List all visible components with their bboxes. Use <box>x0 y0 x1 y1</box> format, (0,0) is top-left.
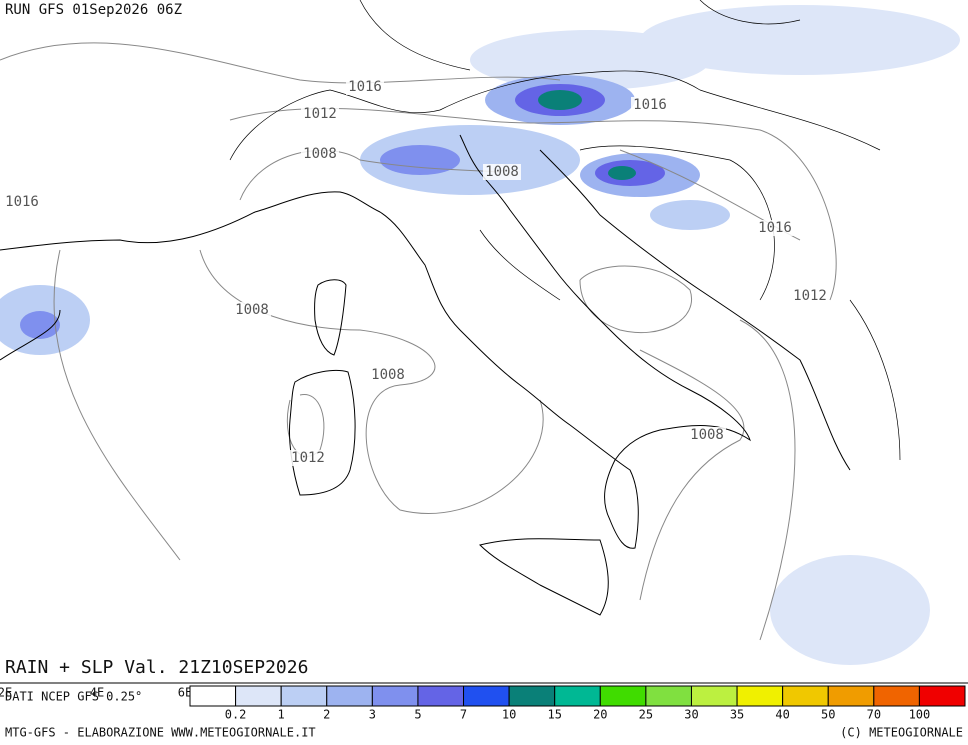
legend-label: 50 <box>821 708 835 722</box>
axis-labels: 2E 4E 6E <box>0 686 192 700</box>
isobar-label: 1008 <box>235 302 269 318</box>
legend-swatch <box>873 685 920 707</box>
isobar-label-bg <box>289 450 327 466</box>
axis-label: 6E <box>178 686 192 700</box>
legend-swatch <box>645 685 692 707</box>
legend-swatch <box>918 685 966 707</box>
legend-swatch <box>280 685 328 707</box>
legend-label: 25 <box>639 708 653 722</box>
isobar-labels: 1016 1012 1008 1016 1008 1016 1016 1012 1008 1008… <box>3 79 829 466</box>
isobar-label: 1012 <box>793 288 827 304</box>
legend-label: 20 <box>593 708 607 722</box>
legend: 0.2 1 2 3 5 7 10 15 20 25 30 35 40 50 70 100 <box>189 685 966 722</box>
legend-label: 5 <box>414 708 421 722</box>
axis-label: 2E <box>0 686 12 700</box>
isobar-label: 1012 <box>303 106 337 122</box>
isobar-label-bg <box>233 302 271 318</box>
legend-swatch <box>235 685 282 707</box>
isobar-label: 1016 <box>5 194 39 210</box>
isobar-label: 1016 <box>348 79 382 95</box>
legend-label: 0.2 <box>225 708 247 722</box>
axis-label: 4E <box>90 686 104 700</box>
legend-swatch <box>599 685 647 707</box>
legend-label: 1 <box>278 708 285 722</box>
legend-swatch <box>827 685 875 707</box>
legend-swatch <box>463 685 510 707</box>
isobar-label: 1008 <box>690 427 724 443</box>
legend-label: 100 <box>909 708 931 722</box>
legend-label: 2 <box>323 708 330 722</box>
legend-swatch <box>371 685 419 707</box>
run-label: RUN GFS 01Sep2026 06Z <box>5 2 182 18</box>
isobar-label: 1008 <box>371 367 405 383</box>
isobar-label-bg <box>346 79 384 95</box>
legend-label: 30 <box>684 708 698 722</box>
isobar-label-bg <box>301 146 339 162</box>
footer-right: (C) METEOGIORNALE <box>840 726 963 740</box>
legend-label: 7 <box>460 708 467 722</box>
rain-field <box>0 5 960 665</box>
legend-swatch <box>508 685 556 707</box>
isobar-label-bg <box>3 194 41 210</box>
legend-swatch <box>417 685 465 707</box>
isobar-label: 1016 <box>633 97 667 113</box>
coastlines <box>0 0 901 616</box>
legend-swatch <box>326 685 373 707</box>
legend-label: 70 <box>867 708 881 722</box>
legend-label: 15 <box>547 708 561 722</box>
legend-swatch <box>782 685 829 707</box>
legend-label: 35 <box>730 708 744 722</box>
isobars <box>0 42 837 641</box>
legend-label: 10 <box>502 708 516 722</box>
isobar-label-bg <box>369 367 407 383</box>
isobar-label-bg <box>688 427 726 443</box>
isobar-label-bg <box>483 164 521 180</box>
isobar-label: 1008 <box>303 146 337 162</box>
legend-swatch <box>554 685 601 707</box>
isobar-label-bg <box>791 288 829 304</box>
footer-left: MTG-GFS - ELABORAZIONE WWW.METEOGIORNALE… <box>5 726 316 740</box>
legend-label: 3 <box>369 708 376 722</box>
isobar-label-bg <box>301 106 339 122</box>
legend-swatch <box>690 685 738 707</box>
isobar-label: 1012 <box>291 450 325 466</box>
isobar-label: 1008 <box>485 164 519 180</box>
isobar-label-bg <box>631 97 669 113</box>
legend-swatch <box>736 685 784 707</box>
source-label: DATI NCEP GFS 0.25° <box>5 690 142 704</box>
isobar-label: 1016 <box>758 220 792 236</box>
map-title: RAIN + SLP Val. 21Z10SEP2026 <box>5 657 308 678</box>
isobar-label-bg <box>756 220 794 236</box>
legend-swatch <box>189 685 237 707</box>
legend-label: 40 <box>775 708 789 722</box>
